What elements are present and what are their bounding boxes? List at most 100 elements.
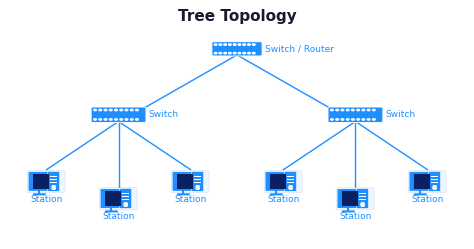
FancyBboxPatch shape (337, 189, 362, 208)
Circle shape (289, 187, 292, 189)
Circle shape (99, 109, 101, 111)
Circle shape (238, 44, 241, 45)
Circle shape (341, 109, 344, 111)
Circle shape (247, 53, 250, 54)
FancyBboxPatch shape (410, 172, 434, 191)
FancyBboxPatch shape (122, 199, 129, 200)
FancyBboxPatch shape (359, 196, 366, 197)
FancyBboxPatch shape (50, 179, 57, 180)
Circle shape (120, 109, 123, 111)
Text: Station: Station (267, 195, 300, 204)
FancyBboxPatch shape (122, 196, 129, 197)
Text: Switch: Switch (149, 110, 179, 119)
FancyBboxPatch shape (33, 193, 46, 195)
FancyBboxPatch shape (287, 182, 294, 183)
FancyBboxPatch shape (192, 172, 204, 191)
Text: Station: Station (102, 212, 135, 221)
Circle shape (214, 53, 217, 54)
FancyBboxPatch shape (270, 193, 283, 195)
Circle shape (124, 205, 128, 206)
Circle shape (109, 119, 112, 120)
Circle shape (109, 109, 112, 111)
Circle shape (346, 119, 349, 120)
FancyBboxPatch shape (414, 193, 427, 195)
Circle shape (233, 53, 236, 54)
FancyBboxPatch shape (431, 179, 438, 180)
Text: Station: Station (339, 212, 372, 221)
Circle shape (228, 44, 231, 45)
Circle shape (115, 119, 117, 120)
FancyBboxPatch shape (431, 176, 438, 177)
FancyBboxPatch shape (356, 188, 369, 208)
FancyBboxPatch shape (265, 172, 291, 191)
Text: Tree Topology: Tree Topology (178, 9, 296, 24)
FancyBboxPatch shape (342, 191, 358, 206)
Circle shape (125, 109, 128, 111)
FancyBboxPatch shape (48, 172, 60, 191)
FancyBboxPatch shape (212, 42, 262, 56)
FancyBboxPatch shape (177, 174, 193, 189)
Circle shape (136, 119, 138, 120)
FancyBboxPatch shape (408, 171, 446, 193)
Circle shape (228, 53, 231, 54)
FancyBboxPatch shape (33, 174, 49, 189)
Circle shape (247, 44, 250, 45)
Circle shape (253, 53, 255, 54)
FancyBboxPatch shape (100, 188, 137, 210)
Circle shape (94, 119, 96, 120)
FancyBboxPatch shape (264, 171, 302, 193)
FancyBboxPatch shape (414, 174, 430, 189)
FancyBboxPatch shape (50, 176, 57, 177)
Circle shape (373, 109, 375, 111)
Circle shape (243, 44, 246, 45)
Circle shape (104, 119, 107, 120)
Circle shape (196, 186, 200, 187)
Circle shape (52, 187, 55, 189)
Circle shape (367, 109, 370, 111)
FancyBboxPatch shape (287, 176, 294, 177)
FancyBboxPatch shape (173, 172, 198, 191)
Text: Switch: Switch (386, 110, 416, 119)
Circle shape (243, 53, 246, 54)
FancyBboxPatch shape (359, 199, 366, 200)
Circle shape (346, 109, 349, 111)
FancyBboxPatch shape (328, 107, 383, 123)
Circle shape (362, 109, 365, 111)
FancyBboxPatch shape (359, 192, 366, 194)
FancyBboxPatch shape (120, 188, 132, 208)
FancyBboxPatch shape (270, 174, 286, 189)
FancyBboxPatch shape (194, 182, 201, 183)
Text: Station: Station (174, 195, 207, 204)
Circle shape (196, 187, 200, 189)
Circle shape (94, 109, 96, 111)
Circle shape (99, 119, 101, 120)
FancyBboxPatch shape (336, 188, 374, 210)
Circle shape (219, 53, 222, 54)
Circle shape (362, 119, 365, 120)
FancyBboxPatch shape (287, 179, 294, 180)
Circle shape (214, 44, 217, 45)
Circle shape (224, 44, 227, 45)
Circle shape (238, 53, 241, 54)
Circle shape (130, 119, 133, 120)
Circle shape (52, 186, 55, 187)
FancyBboxPatch shape (122, 192, 129, 194)
FancyBboxPatch shape (171, 171, 209, 193)
FancyBboxPatch shape (194, 176, 201, 177)
Circle shape (361, 205, 364, 206)
Circle shape (352, 119, 354, 120)
Circle shape (130, 109, 133, 111)
FancyBboxPatch shape (285, 172, 297, 191)
FancyBboxPatch shape (91, 107, 146, 123)
Circle shape (219, 44, 222, 45)
Circle shape (341, 119, 344, 120)
Circle shape (373, 119, 375, 120)
Circle shape (433, 186, 436, 187)
FancyBboxPatch shape (194, 179, 201, 180)
Circle shape (125, 119, 128, 120)
Circle shape (331, 119, 333, 120)
Circle shape (115, 109, 117, 111)
Circle shape (433, 187, 436, 189)
Circle shape (224, 53, 227, 54)
FancyBboxPatch shape (100, 189, 126, 208)
